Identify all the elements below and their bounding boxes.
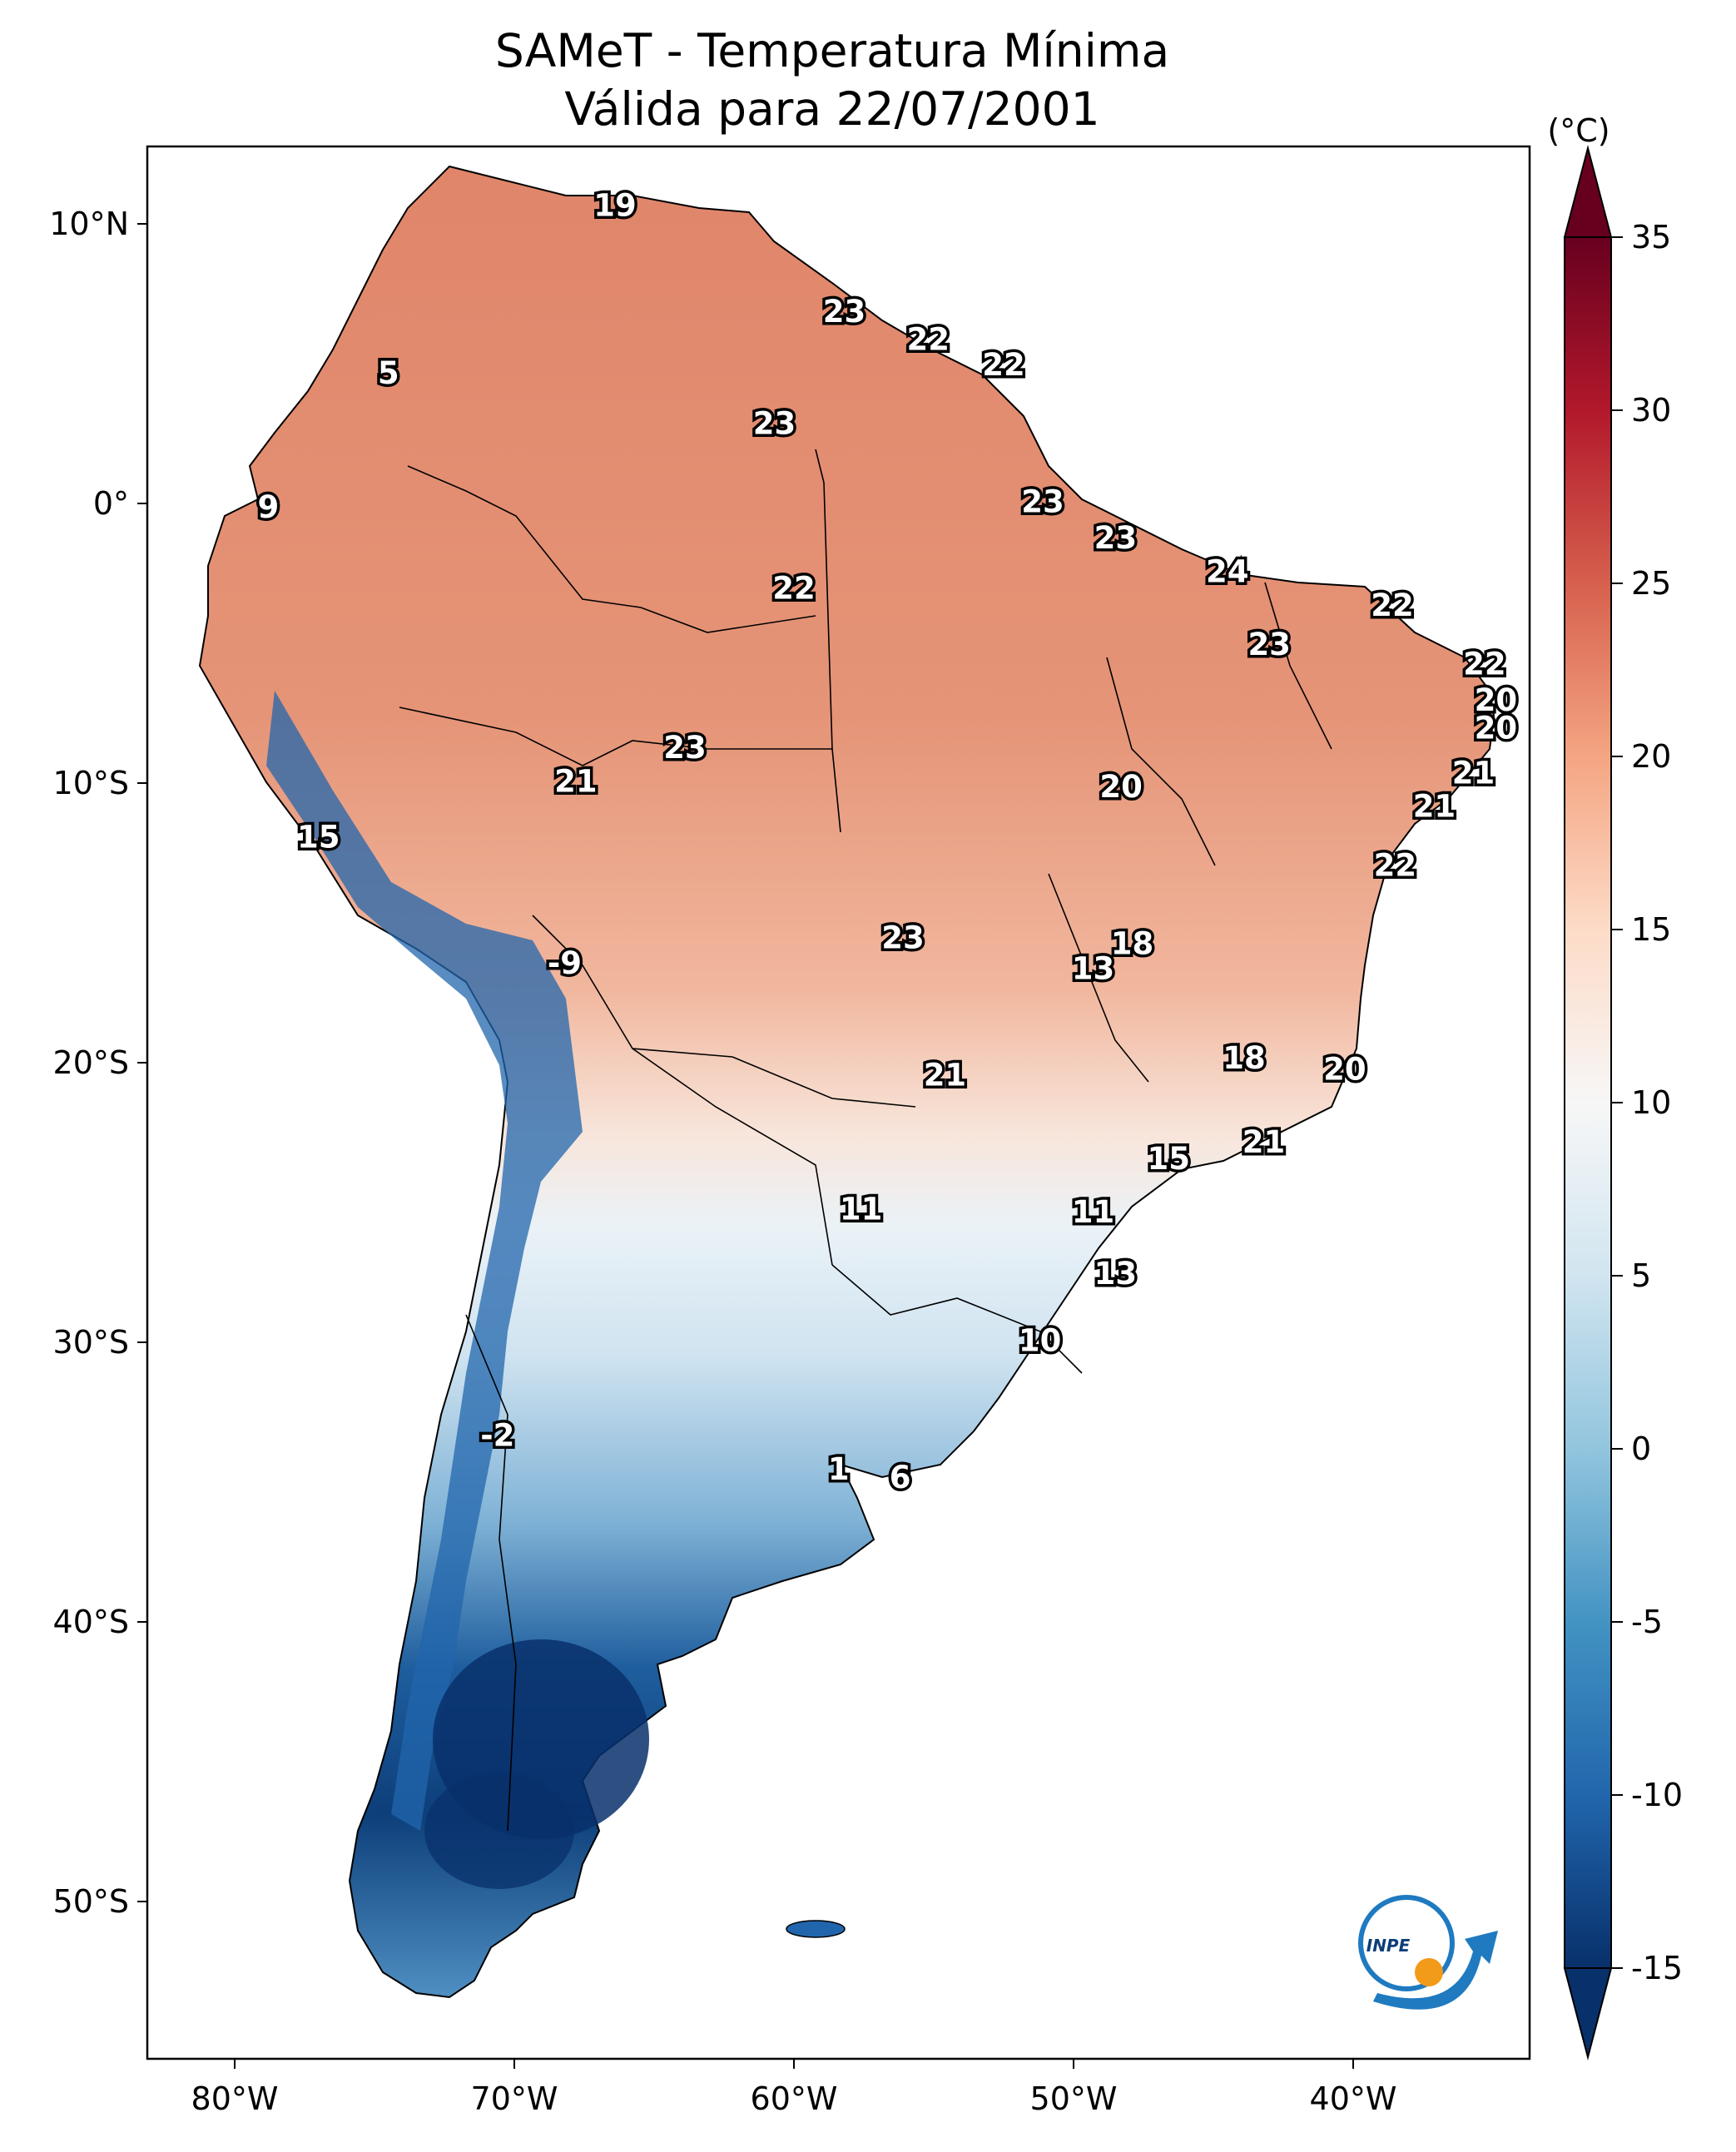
colorbar-tick-label: -15 (1631, 1950, 1683, 1986)
latitude-tick-label: 40°S (53, 1604, 129, 1640)
station-label: 18 (1111, 925, 1154, 961)
station-label: 21 (1242, 1124, 1286, 1160)
station-label: 22 (1371, 588, 1414, 623)
station-label: 20 (1475, 682, 1518, 718)
inpe-logo-orange-dot (1415, 1958, 1443, 1986)
latitude-tick-label: 10°S (53, 765, 129, 801)
station-label: 6 (890, 1460, 911, 1495)
station-label: 21 (1452, 755, 1495, 791)
andes-cold-band (266, 691, 583, 1831)
colorbar: (°C) 35 30 25 20 15 10 5 0 -5 -10 -15 (1547, 112, 1683, 2060)
longitude-tick-label: 40°W (1310, 2080, 1397, 2117)
station-label: 22 (982, 347, 1025, 383)
colorbar-tick-label: 0 (1631, 1431, 1651, 1467)
latitude-tick-label: 50°S (53, 1883, 129, 1920)
station-label: 23 (1021, 484, 1064, 520)
colorbar-tick-label: 15 (1631, 911, 1671, 948)
station-label: -2 (480, 1418, 514, 1454)
colorbar-tick-label: 25 (1631, 565, 1671, 602)
station-label: 20 (1099, 769, 1143, 805)
latitude-tick-label: 30°S (53, 1324, 129, 1361)
colorbar-tick-label: -10 (1631, 1777, 1683, 1813)
longitude-tick-label: 80°W (191, 2080, 279, 2117)
longitude-tick-label: 50°W (1030, 2080, 1118, 2117)
station-label: 23 (1247, 627, 1291, 662)
station-label: 24 (1206, 554, 1249, 590)
latitude-tick-label: 20°S (53, 1044, 129, 1081)
colorbar-tick-label: -5 (1631, 1604, 1663, 1640)
station-label: 13 (1072, 951, 1115, 987)
station-label: 22 (907, 322, 950, 358)
longitude-tick-label: 70°W (471, 2080, 558, 2117)
station-label: 10 (1019, 1323, 1062, 1359)
station-label: 23 (881, 920, 925, 956)
patagonia-cold-core-2 (424, 1773, 574, 1889)
map-frame (146, 145, 1531, 2060)
station-label: 20 (1475, 711, 1518, 746)
station-label: 19 (593, 187, 637, 223)
station-label: 15 (1147, 1141, 1190, 1177)
station-label: 22 (1374, 847, 1417, 883)
inpe-logo-swoosh-icon (1373, 1931, 1498, 2010)
station-label: 21 (1413, 789, 1456, 825)
station-label: 11 (1072, 1194, 1115, 1230)
station-label: 21 (924, 1057, 967, 1093)
station-label: 20 (1323, 1052, 1366, 1088)
map-title-line-2: Válida para 22/07/2001 (564, 82, 1099, 136)
station-label: 5 (378, 355, 399, 391)
colorbar-tick-label: 35 (1631, 219, 1671, 255)
longitude-ticks: 80°W 70°W 60°W 50°W 40°W (191, 2059, 1397, 2117)
colorbar-tick-label: 20 (1631, 738, 1671, 775)
colorbar-min-extend (1563, 1967, 1613, 2060)
station-label: 23 (753, 405, 796, 441)
latitude-tick-label: 10°N (49, 206, 129, 242)
latitude-ticks: 10°N 0° 10°S 20°S 30°S 40°S 50°S (49, 206, 147, 1920)
colorbar-tick-label: 10 (1631, 1084, 1671, 1121)
station-label: 9 (257, 489, 279, 525)
longitude-tick-label: 60°W (751, 2080, 838, 2117)
station-label: 1 (828, 1451, 850, 1487)
colorbar-max-extend (1563, 145, 1613, 238)
station-label: 15 (297, 820, 340, 855)
station-label: 23 (823, 294, 866, 330)
colorbar-unit: (°C) (1547, 112, 1610, 149)
station-label: 11 (840, 1192, 883, 1227)
colorbar-gradient (1564, 236, 1612, 1969)
station-label: 23 (1094, 520, 1138, 556)
inpe-logo-ring (1358, 1895, 1455, 1991)
station-label: 23 (663, 730, 707, 766)
station-label: 13 (1094, 1256, 1138, 1292)
country-borders (399, 449, 1332, 1832)
colorbar-ticks: 35 30 25 20 15 10 5 0 -5 -10 -15 (1611, 219, 1683, 1986)
south-america-landmass (198, 165, 1495, 1999)
latitude-tick-label: 0° (93, 485, 129, 522)
map-title-line-1: SAMeT - Temperatura Mínima (495, 24, 1169, 77)
colorbar-tick-label: 5 (1631, 1257, 1651, 1294)
station-label: 21 (554, 764, 598, 800)
inpe-logo-text: INPE (1366, 1936, 1411, 1956)
station-label: 22 (772, 571, 816, 607)
station-label: 22 (1463, 646, 1506, 682)
inpe-logo: INPE (1358, 1895, 1498, 2010)
falkland-islands (786, 1920, 846, 1938)
station-label: -9 (548, 945, 582, 981)
colorbar-tick-label: 30 (1631, 392, 1671, 429)
station-label: 18 (1223, 1040, 1266, 1076)
